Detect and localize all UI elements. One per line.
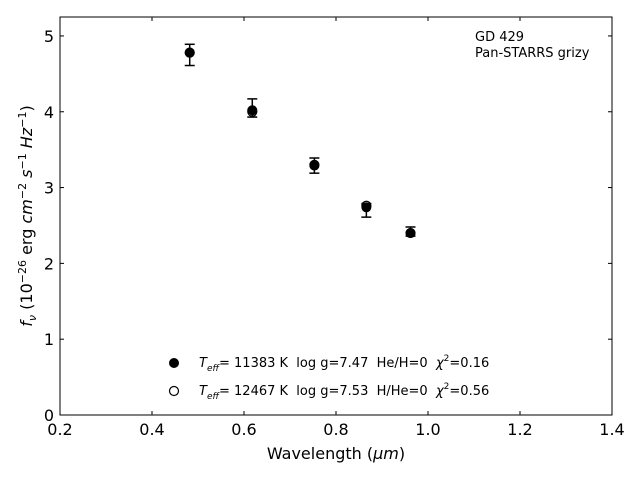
y-tick-label: 3 (44, 179, 54, 198)
star-name-annotation: GD 429 (475, 30, 524, 45)
x-tick-label: 0.6 (231, 420, 256, 439)
x-tick-label: 0.4 (139, 420, 164, 439)
y-axis-label: fν (10−26 erg cm−2 s−1 Hz−1) (16, 105, 39, 326)
legend-entry-2: Teff= 12467 K log g=7.53 H/He=0 χ2=0.56 (199, 382, 489, 402)
model-point-open (309, 159, 320, 170)
model-point-open (247, 106, 258, 117)
legend-marker-open (168, 385, 180, 397)
axis-ticks (59, 17, 613, 416)
x-axis-label: Wavelength (μm) (267, 444, 405, 463)
legend-entry-1: Teff= 11383 K log g=7.47 He/H=0 χ2=0.16 (199, 354, 489, 374)
legend: Teff= 11383 K log g=7.47 He/H=0 χ2=0.16 … (168, 354, 489, 402)
legend-marker-filled (169, 358, 179, 368)
survey-annotation: Pan-STARRS grizy (475, 46, 590, 61)
model-point-open (405, 227, 416, 239)
y-tick-label: 1 (44, 330, 54, 349)
y-tick-label: 2 (44, 254, 54, 273)
model-he-points (184, 47, 416, 239)
model-h-points (184, 47, 416, 239)
x-tick-label: 0.8 (323, 420, 348, 439)
y-tick-label: 4 (44, 103, 54, 122)
y-tick-labels: 0 1 2 3 4 5 (44, 27, 54, 425)
x-tick-label: 1.4 (599, 420, 624, 439)
observed-photometry (184, 43, 416, 237)
model-point-open (361, 200, 372, 211)
x-tick-label: 1.2 (507, 420, 532, 439)
y-tick-label: 0 (44, 406, 54, 425)
y-tick-label: 5 (44, 27, 54, 46)
model-point-open (184, 47, 195, 58)
x-tick-label: 1.0 (415, 420, 440, 439)
x-tick-labels: 0.2 0.4 0.6 0.8 1.0 1.2 1.4 (47, 420, 624, 439)
x-tick-label: 0.2 (47, 420, 72, 439)
